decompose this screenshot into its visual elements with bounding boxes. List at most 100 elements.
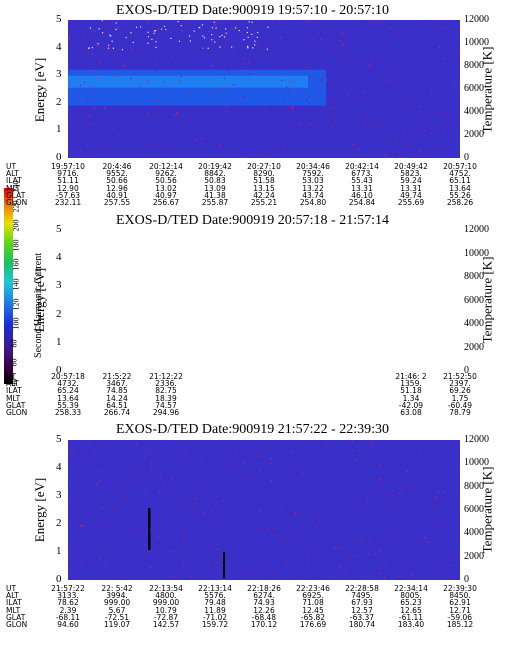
noise-pixel [285,560,288,563]
colorbar [4,188,13,384]
noise-pixel [101,32,104,34]
noise-pixel [446,126,448,128]
energy-tick: 1 [56,123,62,136]
noise-pixel [395,537,397,539]
noise-pixel [175,61,177,64]
noise-pixel [444,147,446,149]
noise-pixel [335,547,337,550]
noise-pixel [197,118,200,120]
noise-pixel [97,525,99,527]
temperature-tick: 2000 [464,550,484,562]
table-cell: 6925. [302,591,324,601]
noise-pixel [396,66,398,68]
table-cell: 255.87 [201,198,229,207]
noise-pixel [83,112,86,114]
table-cell: 185.12 [446,620,474,629]
noise-pixel [191,73,193,76]
noise-pixel [362,459,365,461]
noise-pixel [259,470,262,472]
noise-pixel [142,502,145,505]
noise-pixel [95,483,98,486]
noise-pixel [270,462,272,464]
noise-pixel [369,444,371,446]
noise-pixel [267,26,269,28]
noise-pixel [155,46,157,49]
noise-pixel [345,441,347,443]
noise-pixel [211,27,213,29]
table-cell: 294.96 [152,408,180,417]
noise-pixel [426,522,428,524]
noise-pixel [223,77,225,79]
noise-pixel [278,20,281,22]
noise-pixel [410,485,412,487]
noise-pixel [225,28,227,30]
noise-pixel [140,26,142,28]
noise-pixel [399,110,401,113]
noise-pixel [219,88,221,90]
noise-pixel [270,457,273,460]
noise-pixel [226,106,228,108]
noise-pixel [77,125,80,127]
noise-pixel [172,550,174,552]
table-cell: 20:49:42 [394,162,428,171]
noise-pixel [353,486,356,488]
temperature-tick: 10000 [464,247,489,259]
noise-pixel [69,20,71,23]
noise-pixel [129,565,132,568]
noise-pixel [79,84,81,87]
table-cell: 50.56 [155,176,177,186]
noise-pixel [112,47,115,49]
noise-pixel [174,114,176,117]
temperature-tick: 4000 [464,318,484,329]
noise-pixel [346,93,349,96]
noise-pixel [147,80,149,82]
noise-pixel [151,450,153,452]
noise-pixel [377,21,380,23]
table-cell: 176.69 [299,620,327,629]
noise-pixel [256,45,259,48]
noise-pixel [316,120,318,122]
noise-pixel [235,24,237,26]
noise-pixel [144,552,146,555]
noise-pixel [452,558,454,560]
noise-pixel [320,73,322,76]
noise-pixel [112,526,114,528]
noise-pixel [342,44,344,46]
energy-tick: 1 [56,545,62,557]
noise-pixel [182,541,185,544]
noise-pixel [355,459,357,461]
table-cell: 64.51 [106,400,128,410]
noise-pixel [155,105,157,107]
table-cell: 22:18:26 [247,584,281,593]
noise-pixel [248,476,251,479]
noise-pixel [246,45,249,48]
noise-pixel [231,46,233,48]
energy-tick: 5 [56,433,62,445]
row-label: ILAT [6,386,22,396]
table-cell: 5.67 [108,605,126,615]
table-cell: 10.79 [155,605,177,615]
noise-pixel [444,574,446,576]
noise-pixel [76,485,78,488]
noise-pixel [189,499,191,501]
colorbar-tick: 60 [9,358,19,367]
noise-pixel [388,79,391,82]
row-label: UT [6,584,17,593]
table-cell: 63.08 [400,408,422,417]
noise-pixel [257,31,259,34]
noise-pixel [403,143,405,146]
noise-pixel [375,87,377,90]
noise-pixel [247,36,249,38]
noise-pixel [113,576,115,578]
noise-pixel [430,486,432,488]
noise-pixel [227,69,230,71]
colorbar-tick: 100 [11,317,21,330]
noise-pixel [333,498,336,500]
noise-pixel [390,78,392,80]
table-cell: 4732. [57,379,79,389]
noise-pixel [80,149,82,152]
table-cell: 999.00 [103,598,131,608]
noise-pixel [127,542,130,545]
table-cell: 94.60 [57,620,79,629]
noise-pixel [112,530,114,532]
